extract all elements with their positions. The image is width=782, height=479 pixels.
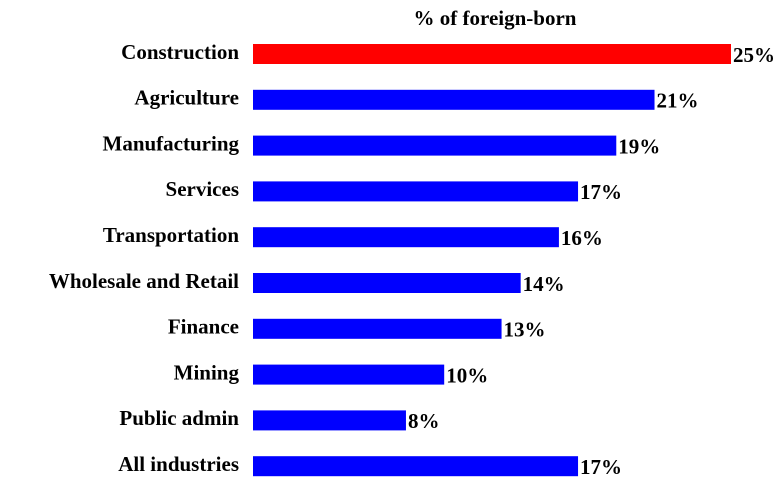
value-label: 8% bbox=[408, 409, 440, 433]
bar bbox=[253, 44, 731, 64]
value-label: 21% bbox=[657, 89, 699, 113]
category-label: Finance bbox=[168, 315, 239, 339]
bar bbox=[253, 273, 521, 293]
bar bbox=[253, 227, 559, 248]
value-label: 13% bbox=[504, 318, 546, 342]
value-label: 16% bbox=[561, 226, 603, 250]
bar bbox=[253, 456, 579, 477]
category-label: Public admin bbox=[119, 406, 239, 430]
bar bbox=[253, 89, 655, 110]
bar bbox=[253, 364, 445, 385]
value-label: 19% bbox=[618, 134, 660, 158]
value-label: 25% bbox=[733, 43, 775, 67]
category-label: Agriculture bbox=[134, 86, 239, 110]
value-label: 17% bbox=[580, 180, 622, 204]
category-label: Manufacturing bbox=[103, 131, 240, 155]
category-label: All industries bbox=[118, 452, 239, 476]
bar bbox=[253, 135, 617, 156]
value-label: 17% bbox=[580, 455, 622, 479]
bar bbox=[253, 181, 579, 202]
value-label: 10% bbox=[446, 363, 488, 387]
category-label: Wholesale and Retail bbox=[49, 269, 239, 293]
category-label: Transportation bbox=[103, 223, 239, 247]
category-label: Services bbox=[166, 177, 239, 201]
category-label: Mining bbox=[174, 360, 240, 384]
value-label: 14% bbox=[523, 272, 565, 296]
bar bbox=[253, 318, 502, 339]
chart-title: % of foreign-born bbox=[414, 6, 577, 30]
category-label: Construction bbox=[121, 40, 239, 64]
bar bbox=[253, 410, 406, 431]
